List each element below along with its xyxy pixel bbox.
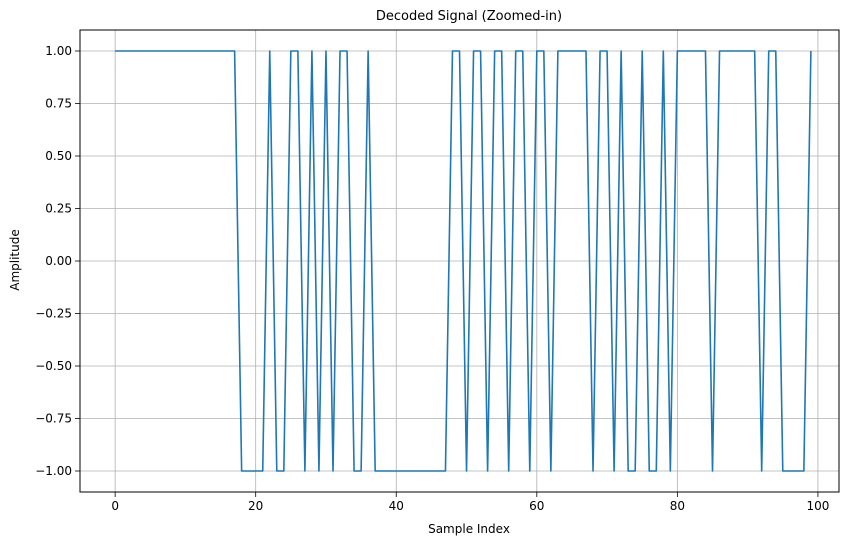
y-tick-label: −1.00 — [35, 464, 72, 478]
y-tick-label: 0.75 — [45, 97, 72, 111]
x-tick-label: 40 — [389, 499, 404, 513]
chart-title: Decoded Signal (Zoomed-in) — [376, 9, 562, 24]
y-tick-label: 0.00 — [45, 254, 72, 268]
x-axis-ticks: 0 20 40 60 80 100 — [111, 492, 829, 513]
grid — [80, 30, 839, 492]
y-axis-ticks: −1.00 −0.75 −0.50 −0.25 0.00 0.25 0.50 0.75 1.00 — [35, 44, 80, 478]
y-tick-label: −0.75 — [35, 412, 72, 426]
y-tick-label: 0.50 — [45, 149, 72, 163]
series-layer — [115, 50, 812, 472]
x-tick-label: 0 — [111, 499, 119, 513]
y-axis-label: Amplitude — [8, 229, 22, 291]
y-tick-label: −0.50 — [35, 359, 72, 373]
series-line — [115, 50, 812, 472]
y-tick-label: 1.00 — [45, 44, 72, 58]
y-tick-label: 0.25 — [45, 202, 72, 216]
y-tick-label: −0.25 — [35, 307, 72, 321]
x-axis-label: Sample Index — [428, 522, 510, 536]
x-tick-label: 60 — [529, 499, 544, 513]
x-tick-label: 100 — [806, 499, 829, 513]
x-tick-label: 80 — [670, 499, 685, 513]
x-tick-label: 20 — [248, 499, 263, 513]
